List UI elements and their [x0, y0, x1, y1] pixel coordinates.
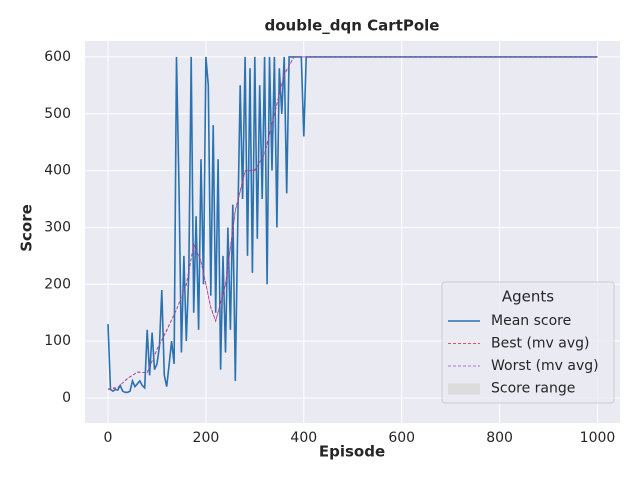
legend-label: Mean score: [491, 313, 571, 329]
y-tick-label: 400: [44, 163, 71, 179]
legend-label: Worst (mv avg): [491, 358, 599, 374]
x-tick-label: 0: [104, 430, 113, 446]
chart-title: double_dqn CartPole: [265, 17, 440, 35]
x-tick-label: 200: [193, 430, 220, 446]
legend-label: Best (mv avg): [491, 336, 590, 352]
y-tick-label: 200: [44, 276, 71, 292]
x-tick-label: 400: [290, 430, 317, 446]
x-tick-label: 1000: [580, 430, 616, 446]
legend-title: Agents: [502, 288, 554, 306]
series-line: [107, 56, 598, 390]
x-axis-label: Episode: [319, 443, 385, 461]
x-tick-label: 800: [486, 430, 513, 446]
legend-swatch: [448, 383, 480, 395]
y-tick-label: 300: [44, 219, 71, 235]
y-axis-label: Score: [18, 204, 36, 252]
y-tick-label: 600: [44, 49, 71, 65]
legend-box: [441, 281, 615, 404]
y-tick-label: 100: [44, 333, 71, 349]
y-tick-label: 0: [62, 390, 71, 406]
series-line: [107, 56, 598, 394]
y-tick-label: 500: [44, 106, 71, 122]
legend-label: Score range: [491, 381, 575, 397]
x-tick-label: 600: [388, 430, 415, 446]
